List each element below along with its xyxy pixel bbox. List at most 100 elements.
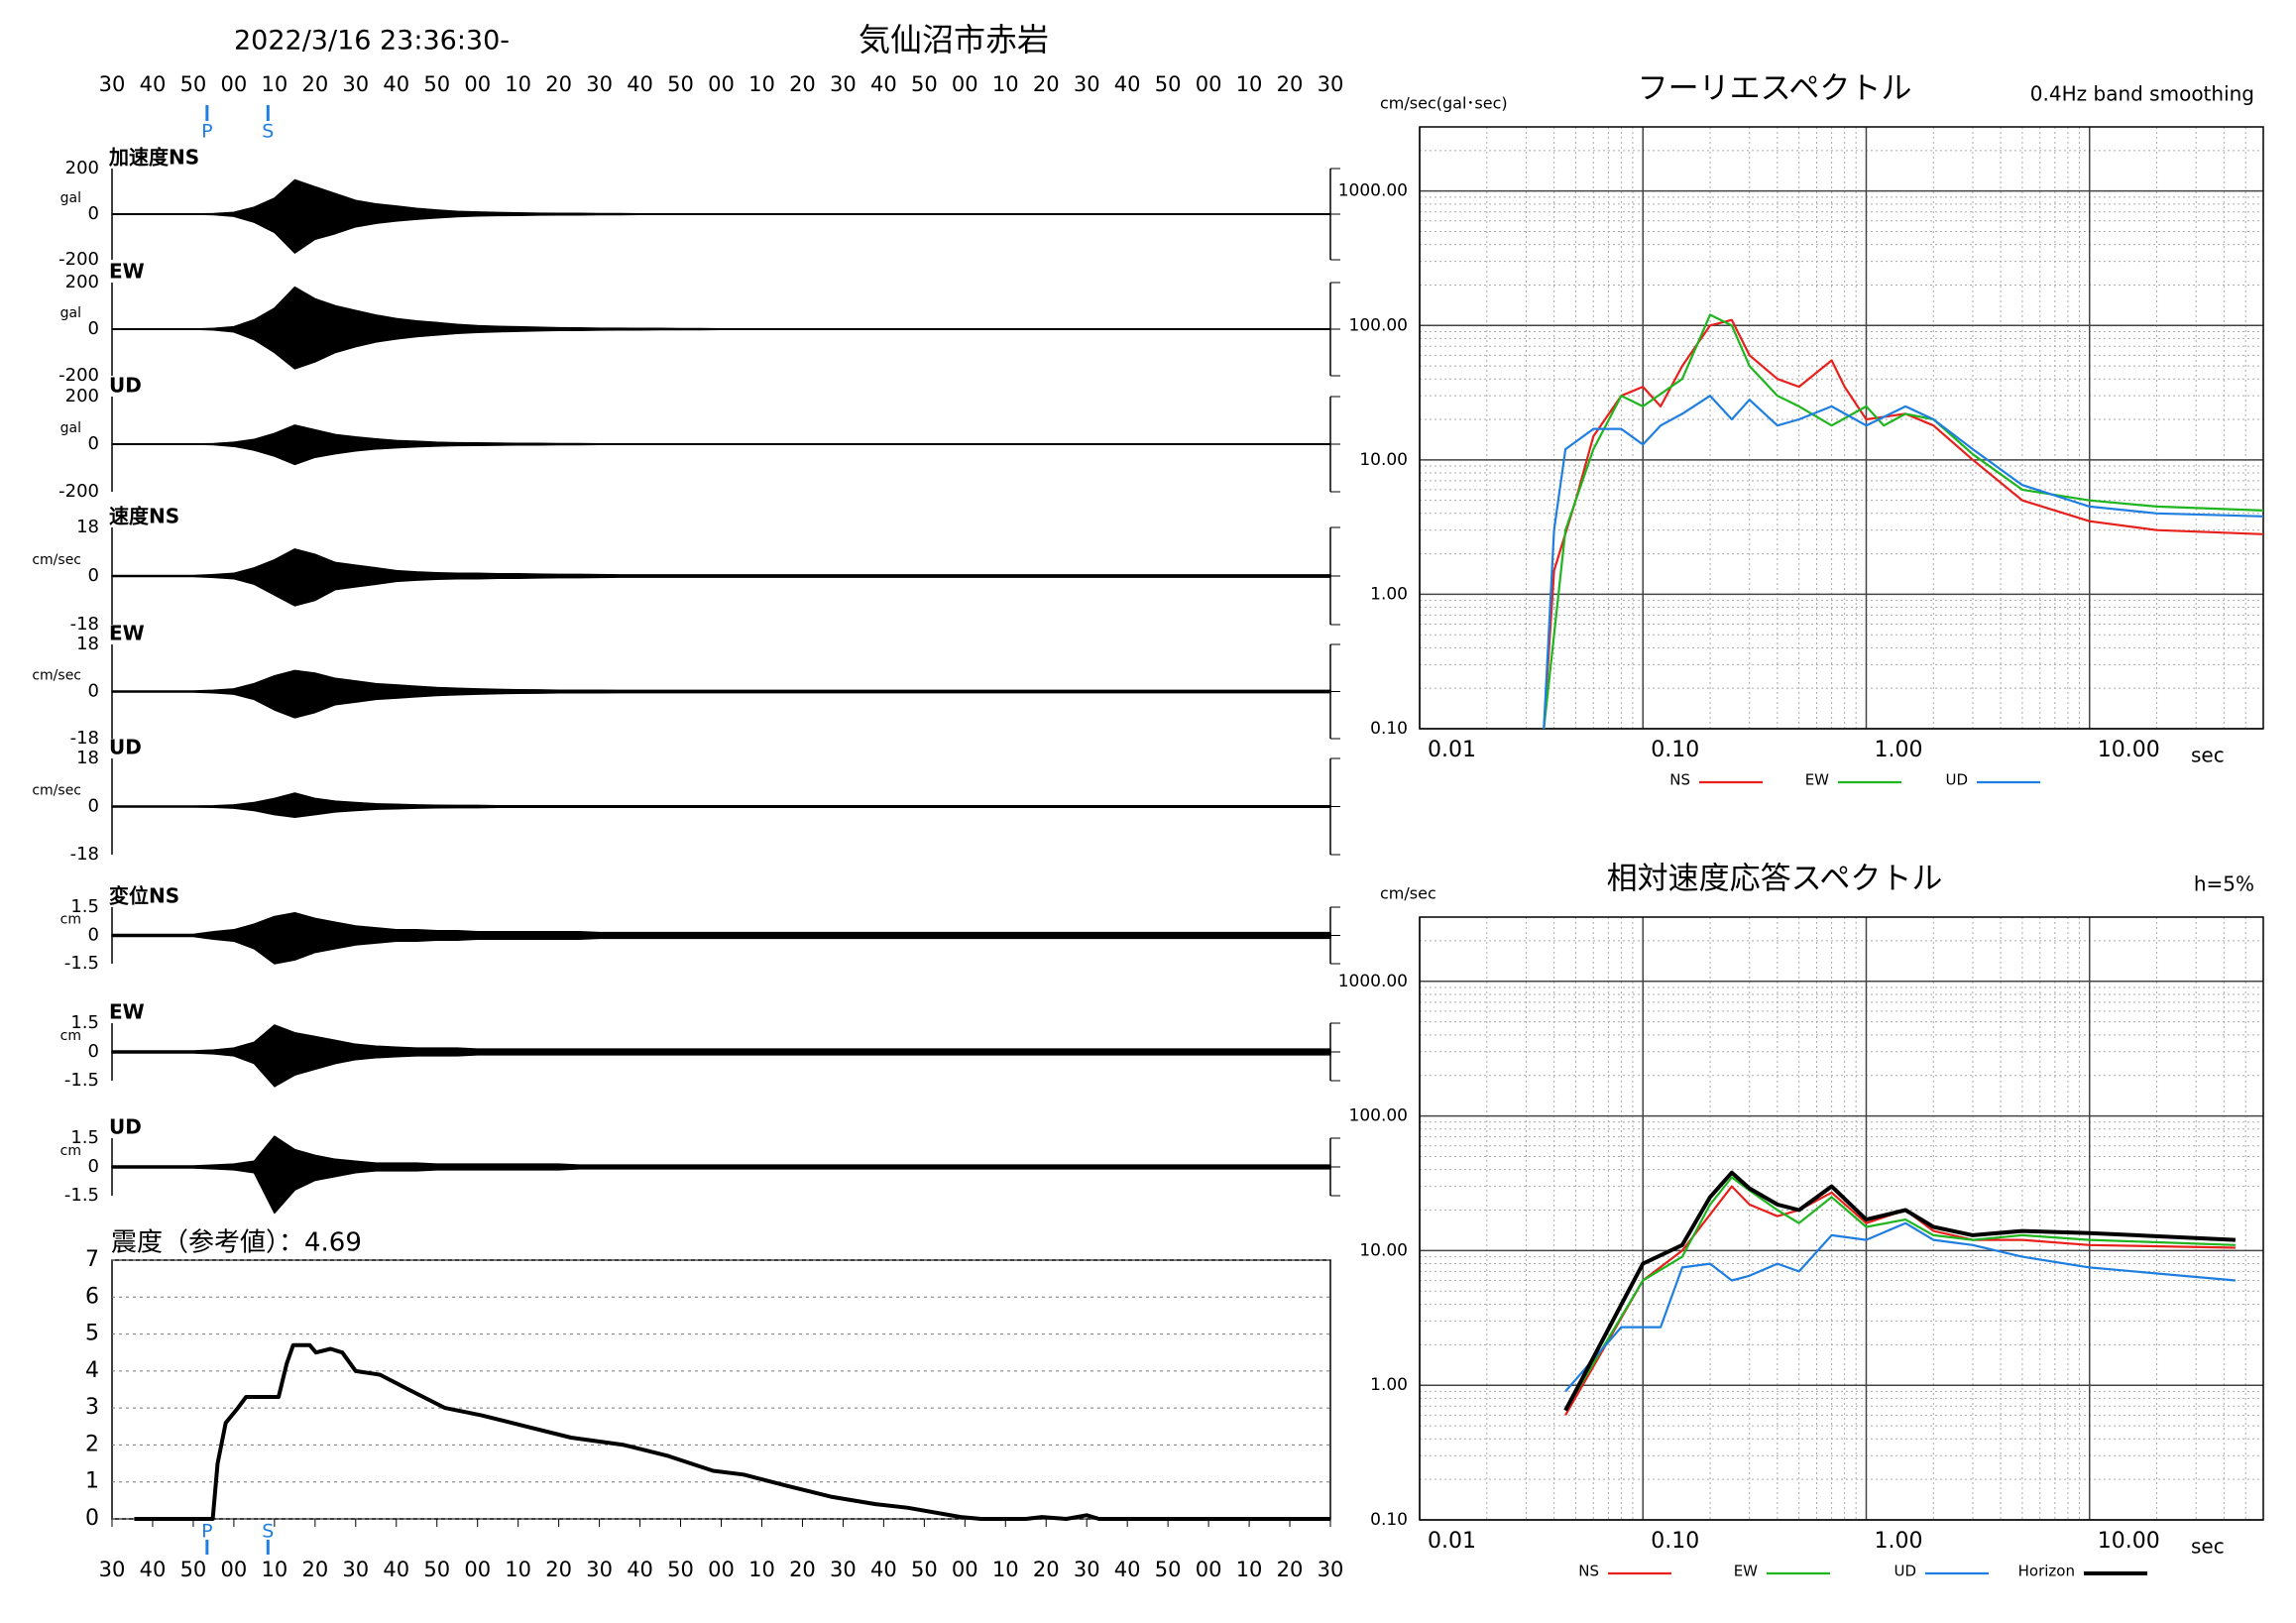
station-name: 気仙沼市赤岩 <box>859 21 1049 58</box>
phase-label: S <box>262 121 274 143</box>
time-tick-label: 10 <box>748 1558 775 1581</box>
channel-label: UD <box>109 736 142 759</box>
y-tick-label: 0 <box>88 925 99 946</box>
time-tick-label: 50 <box>667 1558 694 1581</box>
y-tick-label: 1.5 <box>70 1127 99 1148</box>
y-tick-label: 0 <box>88 1156 99 1177</box>
legend-label: NS <box>1578 1563 1599 1580</box>
y-tick-label: 18 <box>76 634 99 654</box>
time-tick-label: 00 <box>708 72 735 96</box>
unit-label: gal <box>60 420 81 436</box>
time-tick-label: 10 <box>748 72 775 96</box>
y-tick-label: 0 <box>88 203 99 224</box>
y-tick-label: 1.5 <box>70 896 99 917</box>
time-tick-label: 40 <box>140 72 167 96</box>
y-tick-label: -200 <box>58 365 99 386</box>
y-tick-label: -1.5 <box>64 953 99 974</box>
y-tick-label: 0 <box>88 1041 99 1062</box>
channel-label: EW <box>109 622 145 645</box>
time-tick-label: 30 <box>99 72 126 96</box>
intensity-title: 震度（参考値）：4.69 <box>111 1228 362 1258</box>
intensity-line <box>134 1342 1330 1521</box>
unit-label: cm/sec <box>32 668 81 684</box>
y-tick-label: 5 <box>85 1322 99 1346</box>
time-tick-label: 40 <box>140 1558 167 1581</box>
time-tick-label: 50 <box>1155 72 1182 96</box>
time-tick-label: 40 <box>383 72 409 96</box>
phase-label: P <box>201 1521 212 1543</box>
time-tick-label: 50 <box>180 72 207 96</box>
y-tick-label: 1000.00 <box>1338 181 1408 201</box>
x-tick-label: 0.10 <box>1651 1529 1699 1554</box>
time-tick-label: 40 <box>383 1558 409 1581</box>
time-tick-label: 10 <box>261 72 287 96</box>
time-tick-label: 10 <box>1236 72 1263 96</box>
waveform-envelope <box>111 669 1331 719</box>
phase-label: P <box>201 121 212 143</box>
y-tick-label: 0 <box>88 318 99 339</box>
y-tick-label: -1.5 <box>64 1185 99 1206</box>
time-tick-label: 20 <box>545 72 572 96</box>
time-tick-label: 30 <box>99 1558 126 1581</box>
channel-label: 速度NS <box>109 505 179 528</box>
waveform-envelope <box>111 424 1331 466</box>
legend-label: UD <box>1945 771 1968 789</box>
time-tick-label: 50 <box>1155 1558 1182 1581</box>
datetime: 2022/3/16 23:36:30- <box>234 26 510 57</box>
y-tick-label: 2 <box>85 1432 99 1456</box>
y-tick-label: 0 <box>88 433 99 454</box>
time-tick-label: 30 <box>830 1558 857 1581</box>
time-tick-label: 40 <box>870 72 897 96</box>
y-tick-label: 3 <box>85 1395 99 1420</box>
legend-label: EW <box>1734 1563 1758 1580</box>
time-tick-label: 50 <box>911 72 938 96</box>
time-tick-label: 40 <box>627 1558 653 1581</box>
waveform-envelope <box>111 911 1331 965</box>
y-tick-label: 18 <box>76 748 99 768</box>
plot-area <box>1420 127 2263 729</box>
channel-label: 加速度NS <box>108 146 199 170</box>
channel-label: UD <box>109 374 142 398</box>
time-tick-label: 50 <box>423 72 450 96</box>
time-tick-label: 20 <box>789 1558 816 1581</box>
time-tick-label: 30 <box>586 72 613 96</box>
time-tick-label: 50 <box>911 1558 938 1581</box>
time-tick-label: 10 <box>1236 1558 1263 1581</box>
y-tick-label: -1.5 <box>64 1070 99 1091</box>
y-tick-label: 1.00 <box>1370 584 1408 604</box>
time-tick-label: 50 <box>667 72 694 96</box>
time-tick-label: 30 <box>1074 1558 1100 1581</box>
legend-label: EW <box>1805 771 1829 789</box>
spectrum-line <box>1543 318 2264 730</box>
time-tick-label: 10 <box>505 1558 531 1581</box>
time-tick-label: 50 <box>180 1558 207 1581</box>
plot-area <box>1420 917 2263 1520</box>
y-tick-label: 200 <box>65 386 99 406</box>
time-tick-label: 00 <box>708 1558 735 1581</box>
waveform-envelope <box>111 286 1331 370</box>
plot-frame <box>1419 126 2264 730</box>
y-axis-label: cm/sec(gal･sec) <box>1380 94 1508 113</box>
time-tick-label: 20 <box>789 72 816 96</box>
y-tick-label: -200 <box>58 481 99 502</box>
time-tick-label: 40 <box>627 72 653 96</box>
x-tick-label: 0.01 <box>1428 1529 1476 1554</box>
chart-title: フーリエスペクトル <box>1638 71 1912 107</box>
spectrum-line <box>1564 1185 2236 1416</box>
plot-frame <box>111 1259 1331 1520</box>
time-tick-label: 00 <box>464 1558 491 1581</box>
y-tick-label: -18 <box>70 614 99 635</box>
time-tick-label: 20 <box>545 1558 572 1581</box>
spectrum-line <box>1564 1221 2236 1393</box>
time-tick-label: 20 <box>1033 1558 1060 1581</box>
y-tick-label: 6 <box>85 1284 99 1309</box>
unit-label: cm/sec <box>32 552 81 568</box>
x-tick-label: 10.00 <box>2098 1529 2160 1554</box>
time-tick-label: 30 <box>342 1558 369 1581</box>
y-tick-label: 4 <box>85 1358 99 1383</box>
y-tick-label: 200 <box>65 158 99 178</box>
time-tick-label: 00 <box>952 72 978 96</box>
time-tick-label: 30 <box>1074 72 1100 96</box>
y-tick-label: 200 <box>65 272 99 292</box>
